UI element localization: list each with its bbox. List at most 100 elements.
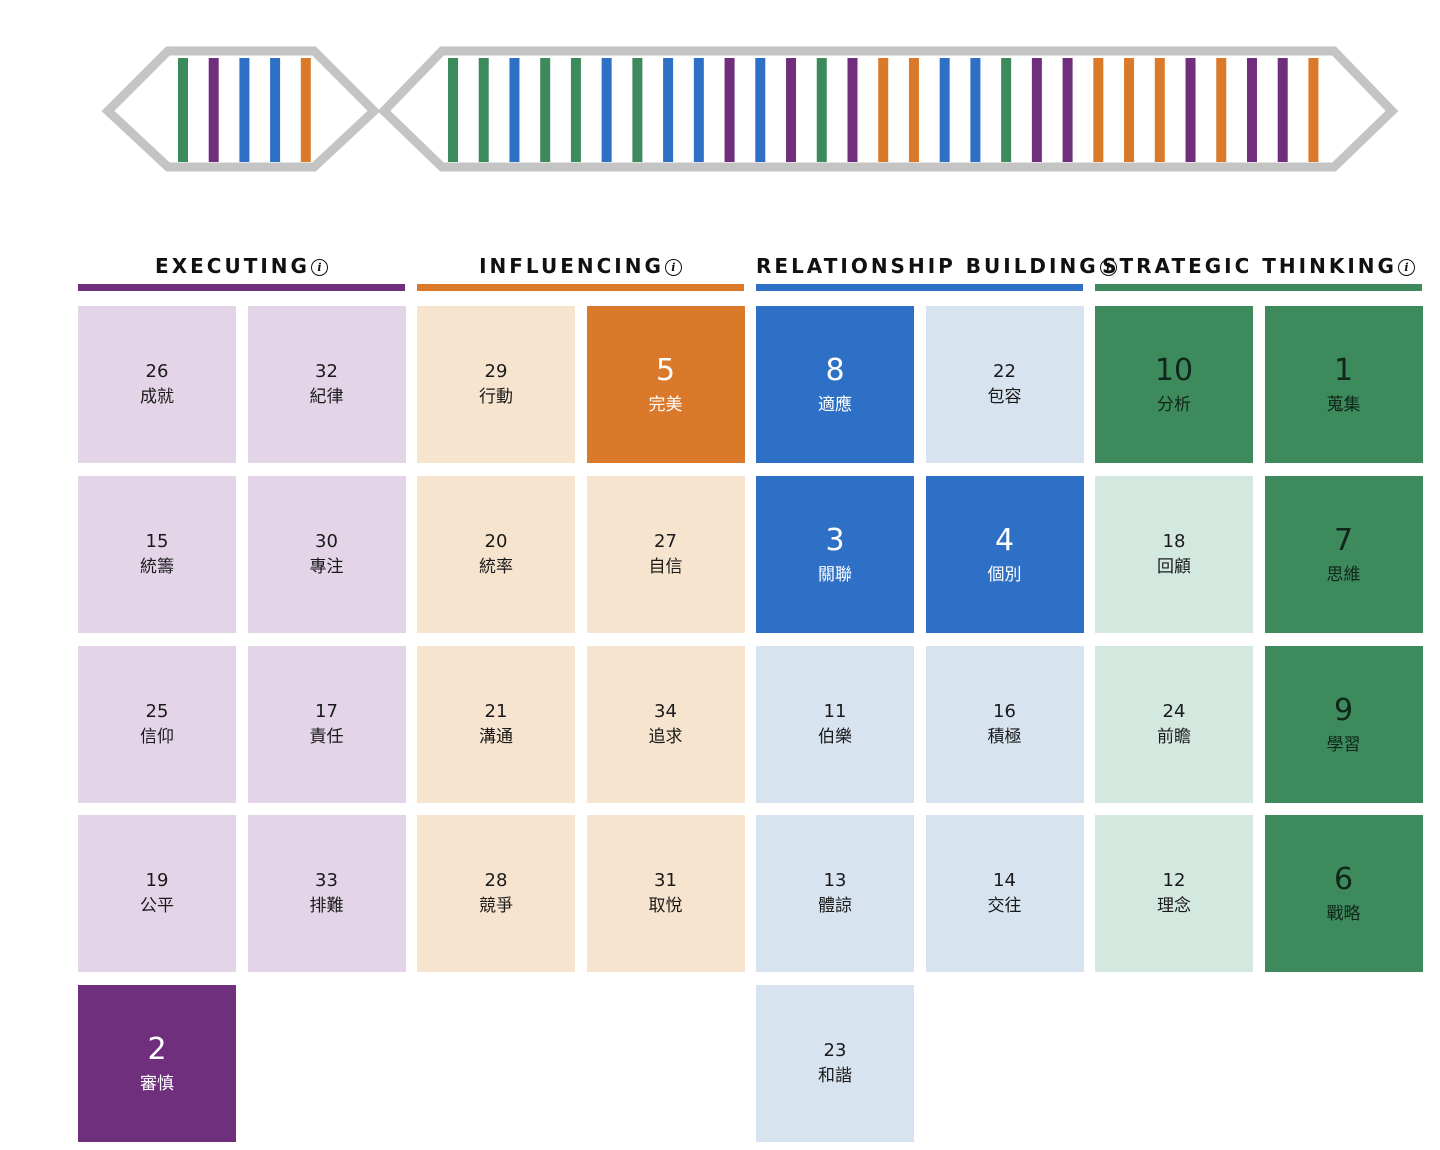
strength-rank: 2 bbox=[147, 1031, 167, 1067]
strength-tile[interactable]: 10 分析 bbox=[1095, 306, 1253, 463]
strength-tile[interactable]: 18 回顧 bbox=[1095, 476, 1253, 633]
strength-tile[interactable]: 16 積極 bbox=[925, 646, 1084, 803]
strength-name: 追求 bbox=[648, 726, 683, 747]
strength-tile[interactable]: 1 蒐集 bbox=[1264, 306, 1423, 463]
strength-tile[interactable]: 6 戰略 bbox=[1264, 815, 1423, 972]
strength-tile[interactable]: 9 學習 bbox=[1264, 646, 1423, 803]
strength-tile[interactable]: 33 排難 bbox=[247, 815, 406, 972]
strength-tile[interactable]: 34 追求 bbox=[586, 646, 745, 803]
strength-name: 競爭 bbox=[479, 895, 513, 916]
strength-tile[interactable]: 22 包容 bbox=[925, 306, 1084, 463]
domain-color-bar bbox=[78, 284, 405, 291]
strength-name: 和諧 bbox=[818, 1065, 852, 1086]
dna-frame bbox=[101, 46, 1399, 172]
info-icon[interactable]: i bbox=[1099, 259, 1117, 276]
strength-name: 自信 bbox=[648, 556, 683, 577]
strength-tile[interactable]: 31 取悅 bbox=[586, 815, 745, 972]
domain-title-text: RELATIONSHIP BUILDING bbox=[756, 254, 1099, 278]
dna-right-bar-influencing bbox=[1308, 58, 1319, 162]
dna-right-bar-executing bbox=[1246, 58, 1257, 162]
strength-rank: 25 bbox=[145, 700, 169, 722]
strength-rank: 3 bbox=[825, 522, 845, 558]
strength-rank: 29 bbox=[484, 360, 508, 382]
info-icon[interactable]: i bbox=[664, 259, 682, 276]
strength-tile[interactable]: 20 統率 bbox=[417, 476, 575, 633]
dna-left-bar-executing bbox=[208, 58, 219, 162]
dna-right-bar-strategic bbox=[1001, 58, 1012, 162]
strength-rank: 27 bbox=[654, 530, 677, 552]
dna-right-bar-executing bbox=[1277, 58, 1288, 162]
domain-header-strategic: STRATEGIC THINKING i bbox=[1095, 252, 1422, 292]
strength-tile[interactable]: 21 溝通 bbox=[417, 646, 575, 803]
strength-rank: 10 bbox=[1154, 352, 1194, 388]
strength-rank: 34 bbox=[654, 700, 677, 722]
dna-right-bar-influencing bbox=[1154, 58, 1165, 162]
strength-tile[interactable]: 27 自信 bbox=[586, 476, 745, 633]
dna-right-bar-executing bbox=[786, 58, 797, 162]
strength-tile[interactable]: 19 公平 bbox=[78, 815, 236, 972]
strength-tile[interactable]: 24 前瞻 bbox=[1095, 646, 1253, 803]
strength-rank: 14 bbox=[993, 869, 1016, 891]
strength-tile[interactable]: 32 紀律 bbox=[247, 306, 406, 463]
strength-name: 統籌 bbox=[140, 556, 174, 577]
domain-title-text: INFLUENCING bbox=[479, 254, 664, 278]
domain-header-influencing: INFLUENCING i bbox=[417, 252, 744, 292]
domain-title: INFLUENCING i bbox=[417, 254, 744, 278]
strength-tile[interactable]: 13 體諒 bbox=[756, 815, 914, 972]
strength-name: 伯樂 bbox=[818, 726, 852, 747]
strength-tile[interactable]: 23 和諧 bbox=[756, 985, 914, 1142]
strength-rank: 1 bbox=[1333, 352, 1354, 388]
strength-rank: 20 bbox=[484, 530, 508, 552]
strength-name: 個別 bbox=[987, 564, 1022, 585]
strength-rank: 16 bbox=[993, 700, 1016, 722]
dna-right-bar-influencing bbox=[1216, 58, 1227, 162]
strength-tile[interactable]: 30 專注 bbox=[247, 476, 406, 633]
strength-rank: 17 bbox=[315, 700, 338, 722]
dna-right-bar-strategic bbox=[570, 58, 581, 162]
dna-bars bbox=[178, 58, 1319, 162]
info-icon[interactable]: i bbox=[310, 259, 328, 276]
strength-tile[interactable]: 12 理念 bbox=[1095, 815, 1253, 972]
strength-tile[interactable]: 14 交往 bbox=[925, 815, 1084, 972]
strength-rank: 18 bbox=[1162, 530, 1186, 552]
strength-tile[interactable]: 5 完美 bbox=[586, 306, 745, 463]
strength-tile[interactable]: 26 成就 bbox=[78, 306, 236, 463]
strength-tile[interactable]: 15 統籌 bbox=[78, 476, 236, 633]
strength-tile[interactable]: 29 行動 bbox=[417, 306, 575, 463]
strength-tile[interactable]: 25 信仰 bbox=[78, 646, 236, 803]
dna-right-bar-executing bbox=[724, 58, 735, 162]
strength-rank: 6 bbox=[1333, 861, 1354, 897]
strength-tile[interactable]: 7 思維 bbox=[1264, 476, 1423, 633]
dna-right-bar-relationship bbox=[755, 58, 766, 162]
strength-name: 學習 bbox=[1326, 734, 1361, 755]
strength-tile[interactable]: 28 競爭 bbox=[417, 815, 575, 972]
dna-right-bar-relationship bbox=[970, 58, 981, 162]
strength-rank: 4 bbox=[994, 522, 1015, 558]
strength-rank: 26 bbox=[145, 360, 169, 382]
strength-name: 審慎 bbox=[140, 1073, 174, 1094]
strength-name: 完美 bbox=[648, 394, 683, 415]
strength-tile[interactable]: 2 審慎 bbox=[78, 985, 236, 1142]
domain-title: EXECUTING i bbox=[78, 254, 405, 278]
strength-name: 交往 bbox=[987, 895, 1022, 916]
strength-rank: 19 bbox=[145, 869, 169, 891]
strength-rank: 8 bbox=[825, 352, 845, 388]
dna-right-bar-relationship bbox=[509, 58, 520, 162]
strength-tile[interactable]: 17 責任 bbox=[247, 646, 406, 803]
dna-frame-left-segment bbox=[101, 46, 381, 172]
strength-rank: 11 bbox=[823, 700, 847, 722]
strength-tile[interactable]: 3 關聯 bbox=[756, 476, 914, 633]
strength-rank: 22 bbox=[993, 360, 1016, 382]
strength-rank: 31 bbox=[654, 869, 677, 891]
info-icon[interactable]: i bbox=[1397, 259, 1415, 276]
dna-right-bar-strategic bbox=[816, 58, 827, 162]
dna-left-bar-relationship bbox=[270, 58, 281, 162]
dna-right-bar-influencing bbox=[908, 58, 919, 162]
strength-tile[interactable]: 4 個別 bbox=[925, 476, 1084, 633]
dna-right-bar-strategic bbox=[540, 58, 551, 162]
strength-tile[interactable]: 8 適應 bbox=[756, 306, 914, 463]
dna-right-bar-relationship bbox=[693, 58, 704, 162]
strength-name: 前瞻 bbox=[1157, 726, 1191, 747]
dna-right-bar-strategic bbox=[478, 58, 489, 162]
strength-tile[interactable]: 11 伯樂 bbox=[756, 646, 914, 803]
